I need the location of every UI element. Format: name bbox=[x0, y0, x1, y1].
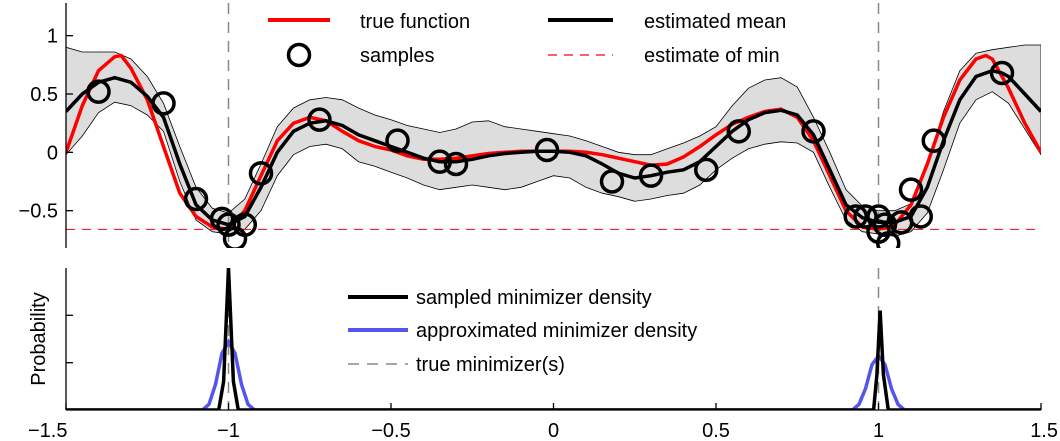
sample-point bbox=[908, 204, 933, 229]
sample-point bbox=[534, 137, 560, 163]
top-y-tick-label: −0.5 bbox=[19, 201, 58, 223]
sample-point bbox=[876, 231, 901, 248]
sample-point bbox=[599, 169, 625, 194]
sample-point bbox=[307, 107, 332, 132]
sample-point bbox=[801, 119, 826, 144]
x-tick-label: −0.5 bbox=[371, 420, 410, 441]
bottom-panel: −1.5 −1 −0.5 0 0.5 1 1.5 Probability sampled m… bbox=[28, 268, 1058, 441]
sample-point bbox=[151, 91, 176, 116]
legend-estimated-mean-label: estimated mean bbox=[644, 11, 786, 33]
sample-point bbox=[921, 128, 946, 153]
x-tick-label: 1 bbox=[873, 420, 884, 441]
legend-samples-marker bbox=[286, 42, 312, 68]
x-tick-label: −1.5 bbox=[28, 420, 67, 441]
sample-point bbox=[248, 161, 274, 186]
legend-true-min-label: true minimizer(s) bbox=[416, 354, 565, 376]
legend-approximated-label: approximated minimizer density bbox=[416, 320, 697, 342]
y-axis-label: Probability bbox=[28, 292, 50, 385]
legend-sampled-label: sampled minimizer density bbox=[416, 287, 652, 309]
x-tick-label: 1.5 bbox=[1030, 420, 1058, 441]
samples bbox=[86, 60, 1015, 248]
sample-point bbox=[427, 149, 452, 174]
sample-point bbox=[385, 128, 410, 153]
sample-point bbox=[638, 163, 664, 188]
approximated-density-line bbox=[66, 338, 1041, 410]
top-axes: −0.5 0 0.5 1 bbox=[19, 3, 73, 248]
bottom-axes: −1.5 −1 −0.5 0 0.5 1 1.5 bbox=[28, 268, 1058, 441]
x-tick-label: −1 bbox=[217, 420, 240, 441]
sample-point bbox=[898, 177, 924, 202]
top-y-tick-label: 1 bbox=[47, 26, 58, 48]
legend-estimate-of-min-label: estimate of min bbox=[644, 45, 780, 67]
legend-samples-label: samples bbox=[360, 45, 434, 67]
bottom-legend: sampled minimizer density approximated m… bbox=[348, 287, 697, 376]
sample-point bbox=[209, 206, 235, 232]
top-y-tick-label: 0.5 bbox=[30, 84, 58, 106]
top-legend: true function samples estimated mean est… bbox=[268, 11, 786, 68]
sample-point bbox=[232, 212, 257, 237]
x-tick-label: 0.5 bbox=[702, 420, 730, 441]
top-y-tick-label: 0 bbox=[47, 142, 58, 164]
sample-point bbox=[216, 212, 241, 237]
sample-point bbox=[989, 60, 1015, 86]
sample-point bbox=[443, 151, 469, 177]
sample-point bbox=[86, 79, 111, 104]
sample-point bbox=[183, 186, 209, 212]
x-tick-label: 0 bbox=[548, 420, 559, 441]
top-panel: −0.5 0 0.5 1 true function samples estimate… bbox=[19, 3, 1041, 248]
sample-point bbox=[726, 119, 751, 144]
sampled-density-line bbox=[66, 268, 1041, 410]
sample-point bbox=[694, 157, 719, 183]
legend-true-function-label: true function bbox=[360, 11, 470, 33]
